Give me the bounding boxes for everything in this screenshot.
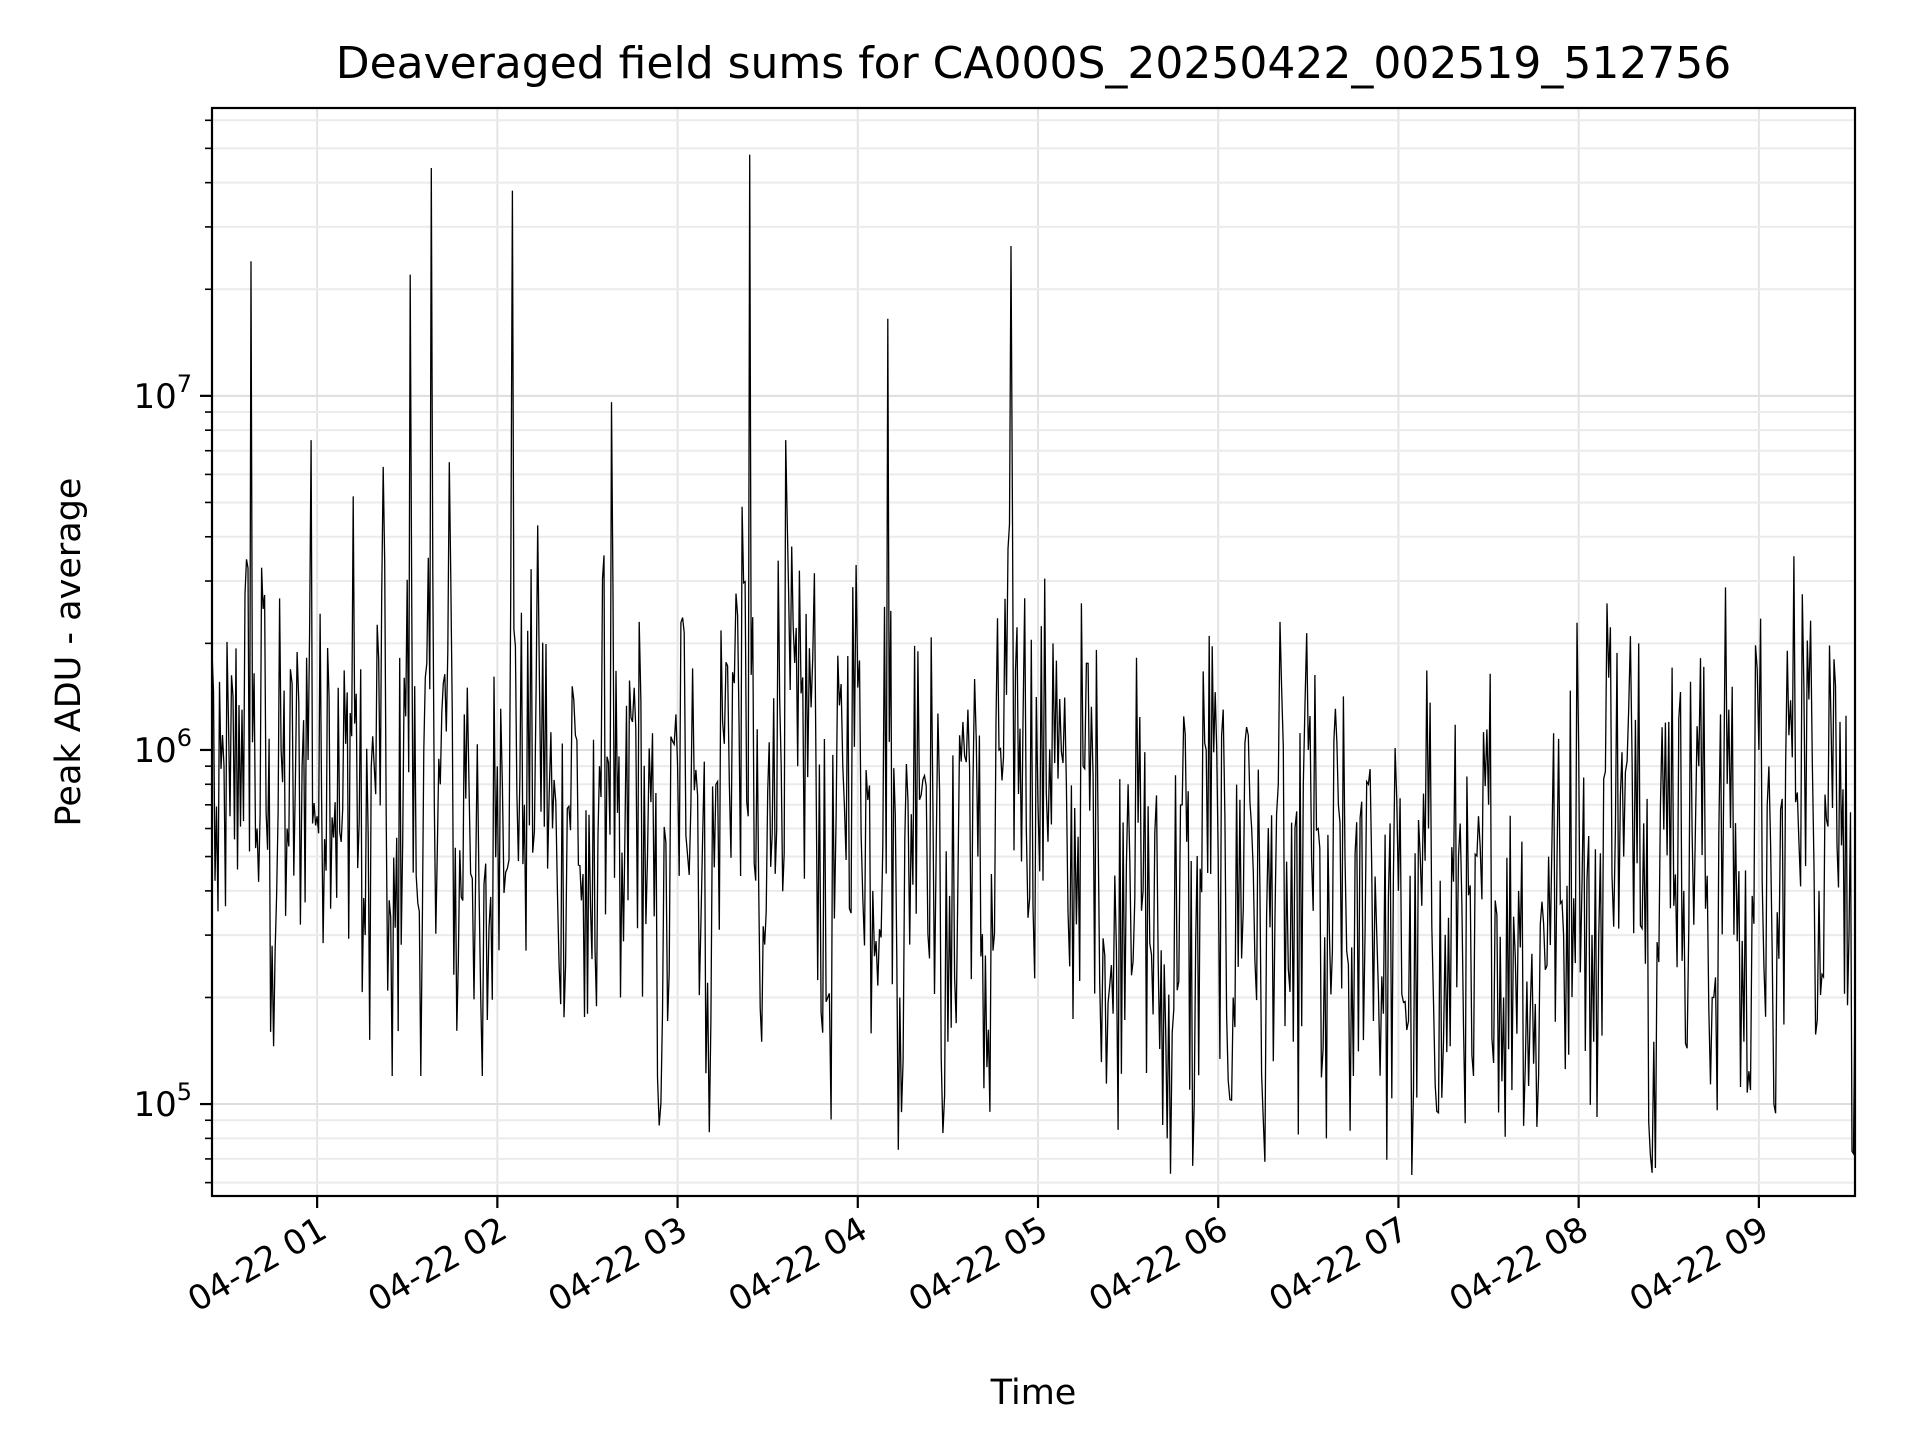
x-tick-label: 04-22 08 (1443, 1209, 1595, 1320)
x-tick-label: 04-22 02 (361, 1209, 513, 1320)
x-tick-label: 04-22 06 (1082, 1209, 1234, 1320)
x-tick-label: 04-22 07 (1263, 1209, 1415, 1320)
x-tick-label: 04-22 09 (1623, 1209, 1775, 1320)
x-tick-label: 04-22 03 (542, 1209, 694, 1320)
y-tick-label: 107 (133, 370, 192, 417)
chart-title: Deaveraged field sums for CA000S_2025042… (336, 38, 1732, 89)
y-tick-label: 105 (133, 1078, 192, 1125)
x-tick-label: 04-22 05 (902, 1209, 1054, 1320)
y-axis-ticks: 105 106 107 (133, 119, 212, 1184)
y-axis-title: Peak ADU - average (49, 478, 89, 827)
x-axis-ticks: 04-22 01 04-22 02 04-22 03 04-22 04 04-22 05… (181, 1196, 1775, 1320)
y-tick-label: 106 (133, 724, 192, 771)
grid-lines (212, 108, 1855, 1196)
plot-frame (210, 106, 1857, 1198)
series-line (211, 154, 1856, 1176)
x-axis-title: Time (990, 1373, 1077, 1413)
x-tick-label: 04-22 01 (181, 1209, 333, 1320)
series-layer (211, 154, 1856, 1176)
x-tick-label: 04-22 04 (722, 1209, 874, 1320)
